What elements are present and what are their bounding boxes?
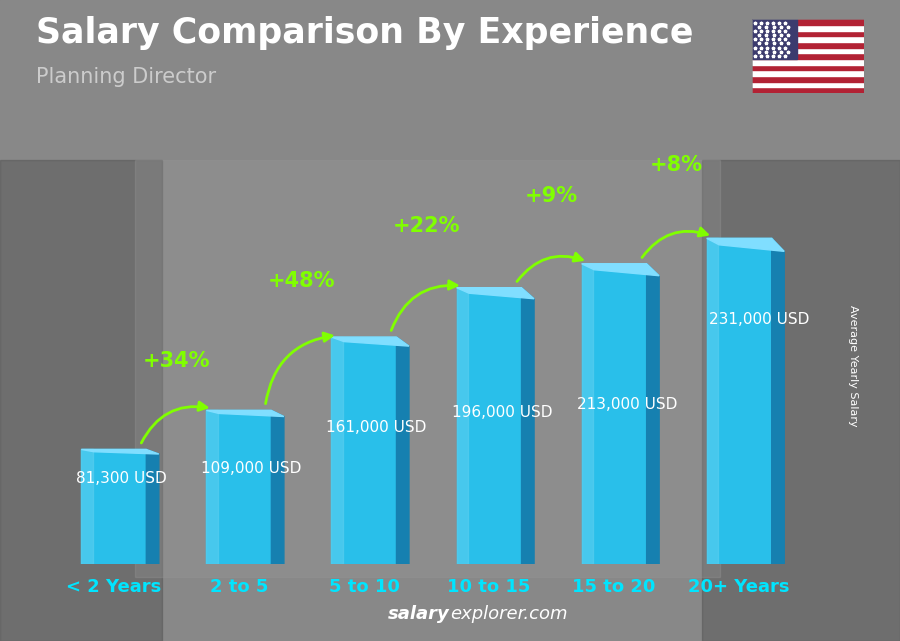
Text: Salary Comparison By Experience: Salary Comparison By Experience <box>36 16 693 50</box>
Text: +8%: +8% <box>650 154 703 175</box>
Bar <box>331 337 343 564</box>
Text: +34%: +34% <box>142 351 210 370</box>
Bar <box>706 238 771 564</box>
Text: +48%: +48% <box>267 271 335 292</box>
Bar <box>135 160 720 577</box>
Polygon shape <box>147 449 158 564</box>
Bar <box>752 19 864 25</box>
Polygon shape <box>522 288 534 564</box>
Polygon shape <box>81 449 158 454</box>
Bar <box>0 160 162 641</box>
Text: +9%: +9% <box>525 186 578 206</box>
Polygon shape <box>771 238 784 564</box>
Bar <box>206 410 218 564</box>
Bar <box>581 263 646 564</box>
Bar <box>752 47 864 53</box>
Bar <box>752 42 864 47</box>
Polygon shape <box>706 238 784 251</box>
Bar <box>752 53 864 59</box>
Bar <box>206 410 272 564</box>
Polygon shape <box>456 288 534 299</box>
Bar <box>331 337 397 564</box>
Text: 213,000 USD: 213,000 USD <box>577 397 677 412</box>
Polygon shape <box>581 263 659 276</box>
Text: +22%: +22% <box>392 216 460 236</box>
Polygon shape <box>646 263 659 564</box>
Bar <box>752 25 864 31</box>
Bar <box>752 19 796 59</box>
Text: 161,000 USD: 161,000 USD <box>327 420 427 435</box>
Bar <box>456 288 468 564</box>
Text: Planning Director: Planning Director <box>36 67 216 87</box>
Bar <box>456 288 522 564</box>
Text: explorer.com: explorer.com <box>450 605 568 623</box>
Bar <box>702 160 900 641</box>
Bar <box>581 263 593 564</box>
Bar <box>752 65 864 71</box>
Bar <box>752 31 864 37</box>
Bar <box>752 81 864 87</box>
Text: Average Yearly Salary: Average Yearly Salary <box>848 304 858 426</box>
Text: salary: salary <box>388 605 450 623</box>
Bar <box>752 87 864 93</box>
Bar <box>752 76 864 81</box>
Polygon shape <box>206 410 284 417</box>
Polygon shape <box>331 337 409 346</box>
Bar <box>752 59 864 65</box>
Bar <box>81 449 147 564</box>
Polygon shape <box>272 410 284 564</box>
Bar <box>81 449 93 564</box>
Bar <box>706 238 718 564</box>
Polygon shape <box>397 337 409 564</box>
Bar <box>752 71 864 76</box>
Text: 109,000 USD: 109,000 USD <box>202 462 302 476</box>
Bar <box>752 37 864 42</box>
Text: 231,000 USD: 231,000 USD <box>709 312 809 328</box>
Text: 196,000 USD: 196,000 USD <box>452 404 552 420</box>
Text: 81,300 USD: 81,300 USD <box>76 470 167 486</box>
